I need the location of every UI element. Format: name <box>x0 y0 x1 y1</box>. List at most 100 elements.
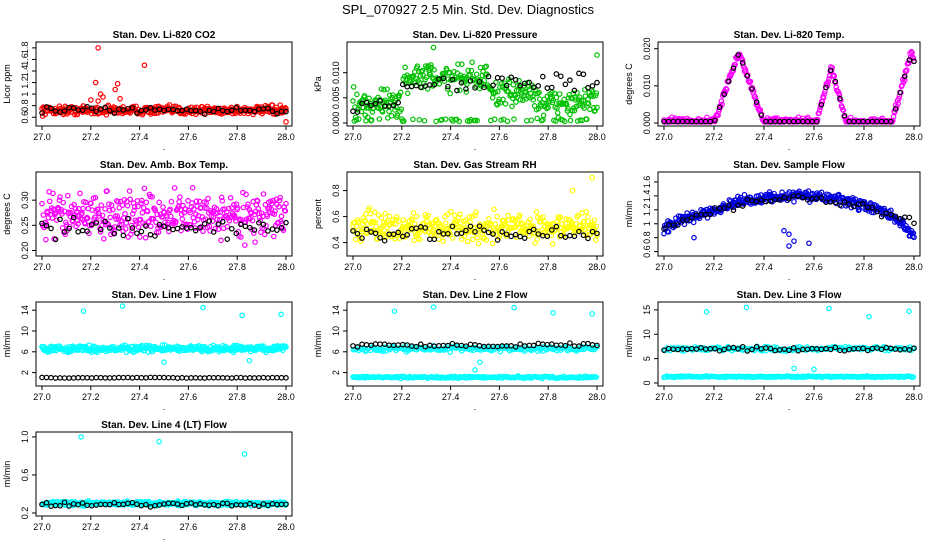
data-point <box>473 71 480 78</box>
data-point <box>357 238 364 245</box>
data-point <box>409 217 416 224</box>
data-point <box>384 86 390 92</box>
data-point <box>142 234 149 241</box>
data-point-black <box>878 213 885 220</box>
data-point <box>115 199 121 205</box>
x-tick-label: 27.8 <box>855 392 873 402</box>
data-point-black <box>201 220 208 227</box>
data-point-black <box>535 340 542 347</box>
data-point <box>665 229 672 235</box>
data-point-black <box>499 75 505 81</box>
data-point-black <box>57 216 63 223</box>
data-point-black <box>165 374 172 381</box>
data-point-black <box>721 205 727 212</box>
data-point <box>469 59 475 66</box>
data-point <box>239 312 245 319</box>
data-point <box>582 93 589 99</box>
plot-frame <box>346 301 604 387</box>
data-point-black <box>562 81 569 88</box>
data-point-black <box>869 204 876 211</box>
data-point-black <box>512 77 519 83</box>
data-point-black <box>183 106 190 112</box>
data-point <box>155 229 162 236</box>
data-point <box>135 203 141 210</box>
data-point <box>816 110 822 116</box>
data-point <box>483 237 490 243</box>
x-tick-label: 27.4 <box>442 392 460 402</box>
data-point-black <box>864 347 871 354</box>
x-tick-label: 27.6 <box>180 522 198 532</box>
data-point <box>417 236 423 243</box>
data-point <box>483 63 490 70</box>
data-point <box>494 213 501 220</box>
x-tick-label: 27.2 <box>82 262 100 272</box>
data-point <box>431 232 437 239</box>
data-point-black <box>70 375 77 381</box>
data-point-black <box>161 223 167 229</box>
data-point <box>111 227 117 233</box>
data-point-black <box>758 197 765 203</box>
data-point-black <box>265 375 271 381</box>
data-point <box>805 188 812 194</box>
data-point <box>589 311 595 317</box>
x-tick-label: 27.8 <box>855 262 873 272</box>
data-point-black <box>170 374 176 381</box>
data-point <box>491 206 497 213</box>
data-point-black <box>256 220 262 226</box>
data-point <box>811 366 817 373</box>
x-tick-label: 27.0 <box>33 132 51 142</box>
data-point <box>397 89 404 96</box>
data-point <box>551 90 558 97</box>
data-point-black <box>901 73 908 80</box>
data-point <box>276 203 282 210</box>
data-point-black <box>800 194 806 201</box>
data-point-black <box>463 227 469 234</box>
x-axis-mark: . <box>788 272 791 282</box>
data-point-black <box>256 503 262 510</box>
data-point <box>536 89 542 96</box>
data-point-black <box>116 225 122 231</box>
y-tick-label: 0.005 <box>331 87 341 110</box>
data-point-black <box>517 82 523 89</box>
data-point <box>529 93 536 100</box>
x-axis-mark: . <box>788 402 791 412</box>
data-point <box>215 226 222 233</box>
data-point <box>88 97 94 103</box>
data-point-black <box>841 112 848 119</box>
data-point-black <box>454 87 460 94</box>
data-point <box>49 215 56 221</box>
data-point <box>246 357 253 364</box>
data-point <box>63 219 69 226</box>
data-point <box>410 210 417 216</box>
data-point <box>57 194 63 200</box>
data-point-black <box>61 499 68 506</box>
data-point-black <box>228 375 235 381</box>
data-point <box>368 117 375 123</box>
data-point-black <box>508 74 514 81</box>
data-point <box>583 208 589 215</box>
data-point-black <box>165 225 172 231</box>
data-point-black <box>206 218 212 224</box>
data-point <box>437 222 444 229</box>
plot-frame <box>657 301 921 387</box>
data-point-black <box>440 75 447 82</box>
data-point <box>110 206 116 213</box>
data-point-black <box>106 225 113 231</box>
data-point <box>95 45 101 51</box>
data-point <box>433 118 439 125</box>
x-tick-label: 27.6 <box>491 262 509 272</box>
data-point-black <box>106 375 113 381</box>
x-tick-label: 27.0 <box>655 132 673 142</box>
data-point-black <box>399 233 406 240</box>
data-point-black <box>238 374 244 381</box>
data-point <box>911 234 917 241</box>
data-point-black <box>494 74 501 81</box>
data-point <box>905 60 912 67</box>
x-tick-label: 28.0 <box>588 132 606 142</box>
data-point <box>444 86 451 92</box>
x-axis-mark: . <box>163 272 166 282</box>
data-point-black <box>102 104 109 111</box>
data-point <box>469 236 476 243</box>
data-point-black <box>874 208 880 215</box>
